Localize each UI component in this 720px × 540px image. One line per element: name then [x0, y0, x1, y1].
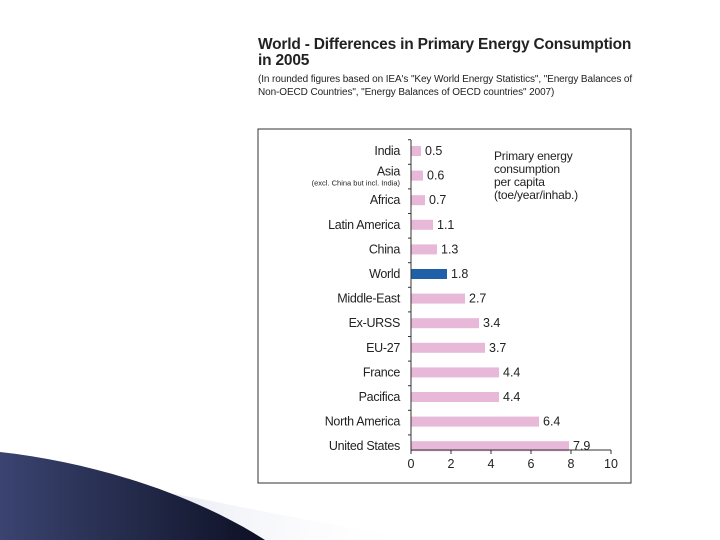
value-label: 1.1	[437, 218, 454, 232]
value-label: 1.3	[441, 242, 458, 256]
bar-france	[411, 367, 499, 378]
category-label: Latin America	[328, 218, 400, 232]
value-label: 4.4	[503, 390, 520, 404]
bar-latin-america	[411, 219, 433, 230]
category-label: World	[369, 267, 400, 281]
value-label: 1.8	[451, 267, 468, 281]
category-label: Pacifica	[359, 390, 401, 404]
x-tick-label: 4	[488, 457, 495, 471]
decoration-dark-swoosh	[0, 452, 265, 540]
category-label: Africa	[370, 193, 401, 207]
category-label: China	[369, 242, 401, 256]
x-tick-label: 2	[448, 457, 455, 471]
category-label: Middle-East	[337, 292, 401, 306]
category-label: India	[374, 144, 400, 158]
x-tick-label: 10	[604, 457, 618, 471]
bars-layer	[411, 146, 569, 452]
bar-china	[411, 244, 437, 255]
value-label: 3.4	[483, 316, 500, 330]
bar-eu-27	[411, 342, 485, 353]
bar-united-states	[411, 441, 569, 452]
value-labels-layer: 0.5 0.6 0.7 1.1 1.3 1.82.7 3.4 3.7 4.4 4.4 6.4 7.9	[425, 144, 590, 453]
bar-world	[411, 269, 447, 279]
bar-asia	[411, 170, 423, 181]
x-tick-label: 8	[568, 457, 575, 471]
legend-text-line: Primary energy	[494, 149, 573, 163]
value-label: 6.4	[543, 415, 560, 429]
x-tick-label: 0	[408, 457, 415, 471]
x-tick-label: 6	[528, 457, 535, 471]
value-label: 2.7	[469, 292, 486, 306]
value-label: 0.7	[429, 193, 446, 207]
value-label: 7.9	[573, 439, 590, 453]
bar-africa	[411, 195, 425, 206]
bar-north-america	[411, 416, 539, 427]
chart-frame	[257, 128, 632, 484]
category-label: France	[363, 365, 400, 379]
legend-text-line: consumption	[494, 162, 560, 176]
value-label: 3.7	[489, 341, 506, 355]
category-note: (excl. China but incl. India)	[312, 179, 401, 188]
bar-india	[411, 146, 421, 156]
value-label: 0.5	[425, 144, 442, 158]
category-labels-layer: India Asia(excl. China but incl. India) Af…	[312, 144, 401, 453]
legend-text-line: per capita	[494, 175, 545, 189]
category-label: North America	[325, 415, 401, 429]
category-label: United States	[329, 439, 400, 453]
category-label: EU-27	[366, 341, 400, 355]
bar-middle-east	[411, 293, 465, 304]
chart-source-note: (In rounded figures based on IEA's "Key …	[258, 74, 633, 98]
legend-text-line: (toe/year/inhab.)	[494, 188, 578, 202]
category-label: Ex-URSS	[349, 316, 400, 330]
bar-pacifica	[411, 392, 499, 402]
chart-title: World - Differences in Primary Energy Co…	[258, 36, 632, 69]
value-label: 0.6	[427, 169, 444, 183]
x-axis: 0 2 4 6 8 10	[408, 139, 618, 471]
category-label: Asia	[377, 165, 400, 179]
value-label: 4.4	[503, 365, 520, 379]
bar-ex-urss	[411, 318, 479, 329]
